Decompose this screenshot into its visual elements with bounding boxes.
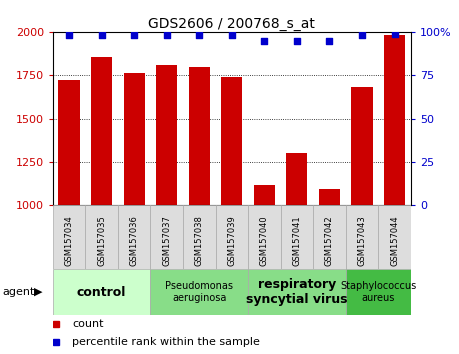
Text: percentile rank within the sample: percentile rank within the sample [73,337,260,347]
Point [293,38,301,44]
Text: GSM157041: GSM157041 [292,215,302,266]
Bar [352,87,373,205]
Text: GSM157039: GSM157039 [227,215,236,266]
Text: GSM157036: GSM157036 [129,215,139,266]
Bar [286,153,308,205]
Bar [378,205,411,269]
Bar [254,184,275,205]
Text: control: control [77,286,126,298]
Bar [53,269,151,315]
Text: GSM157043: GSM157043 [358,215,366,266]
Bar [248,205,280,269]
Bar [248,269,346,315]
Point [196,33,203,38]
Bar [151,269,248,315]
Point [326,38,333,44]
Text: agent: agent [2,287,35,297]
Bar [151,205,183,269]
Bar [221,77,242,205]
Text: Pseudomonas
aeruginosa: Pseudomonas aeruginosa [165,281,233,303]
Point [261,38,268,44]
Text: GSM157038: GSM157038 [195,215,204,266]
Point [358,33,366,38]
Bar [346,269,411,315]
Bar [91,57,112,205]
Bar [118,205,151,269]
Text: ▶: ▶ [34,287,43,297]
Bar [123,74,145,205]
Bar [53,205,85,269]
Point [391,31,398,36]
Bar [183,205,216,269]
Point [130,33,138,38]
Text: GSM157035: GSM157035 [97,215,106,266]
Bar [319,189,340,205]
Point [163,33,170,38]
Bar [216,205,248,269]
Text: GSM157034: GSM157034 [65,215,73,266]
Text: count: count [73,319,104,329]
Bar [189,67,210,205]
Bar [156,65,177,205]
Text: Staphylococcus
aureus: Staphylococcus aureus [340,281,416,303]
Title: GDS2606 / 200768_s_at: GDS2606 / 200768_s_at [148,17,315,31]
Point [98,33,105,38]
Text: respiratory
syncytial virus: respiratory syncytial virus [246,278,347,306]
Text: GSM157044: GSM157044 [390,215,399,266]
Text: GSM157040: GSM157040 [260,215,269,266]
Text: GSM157042: GSM157042 [325,215,334,266]
Bar [280,205,313,269]
Text: GSM157037: GSM157037 [162,215,171,266]
Bar [346,205,378,269]
Point [65,33,73,38]
Bar [384,35,405,205]
Point [228,33,235,38]
Bar [313,205,346,269]
Bar [58,80,80,205]
Bar [85,205,118,269]
